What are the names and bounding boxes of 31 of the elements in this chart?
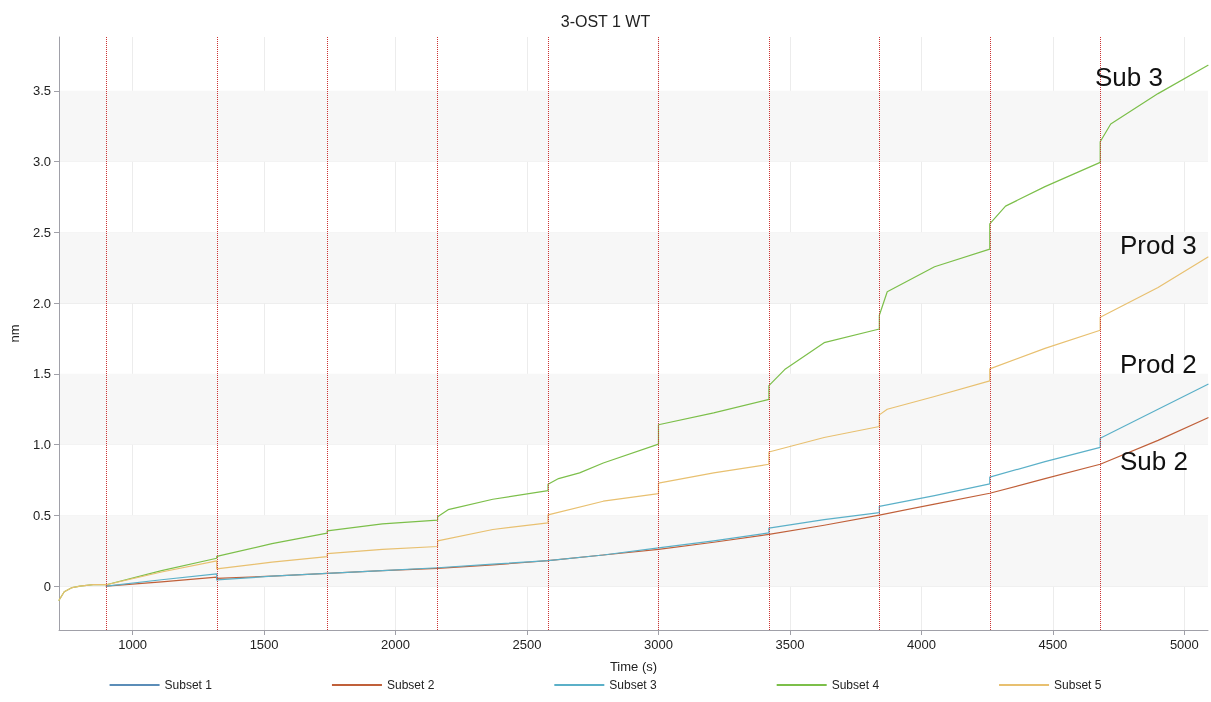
chart-title: 3-OST 1 WT — [560, 12, 651, 30]
x-tick-label: 2000 — [381, 637, 411, 652]
legend-label: Subset 5 — [1054, 678, 1102, 692]
x-tick-label: 2500 — [512, 637, 542, 652]
legend-label: Subset 1 — [164, 678, 213, 692]
y-tick-label: 0.5 — [32, 507, 51, 523]
y-tick-label: 1.0 — [32, 437, 51, 453]
x-tick-label: 3000 — [644, 637, 673, 652]
annotation: Sub 3 — [1095, 62, 1163, 92]
x-tick-label: 4500 — [1038, 637, 1068, 652]
line-series — [58, 256, 1209, 601]
x-axis-title: Time (s) — [609, 659, 658, 674]
annotation: Sub 2 — [1120, 446, 1188, 476]
y-tick-label: 2.0 — [32, 295, 51, 311]
y-tick-label: 0 — [43, 578, 51, 594]
annotation: Prod 3 — [1120, 230, 1197, 260]
x-tick-label: 3500 — [775, 637, 805, 652]
line-series — [105, 383, 1209, 587]
y-tick-label: 1.5 — [32, 366, 51, 382]
y-axis-title: nm — [7, 324, 22, 343]
x-tick-label: 4000 — [906, 637, 936, 652]
x-tick-label: 1500 — [249, 637, 279, 652]
y-tick-label: 3.5 — [32, 83, 51, 99]
y-tick-label: 2.5 — [32, 224, 51, 240]
x-tick-label: 1000 — [118, 637, 148, 652]
legend-label: Subset 2 — [386, 678, 435, 692]
legend-label: Subset 4 — [831, 678, 880, 692]
annotation: Prod 2 — [1120, 349, 1197, 379]
x-tick-label: 5000 — [1169, 637, 1199, 652]
legend-label: Subset 3 — [609, 678, 658, 692]
y-tick-label: 3.0 — [32, 154, 51, 170]
